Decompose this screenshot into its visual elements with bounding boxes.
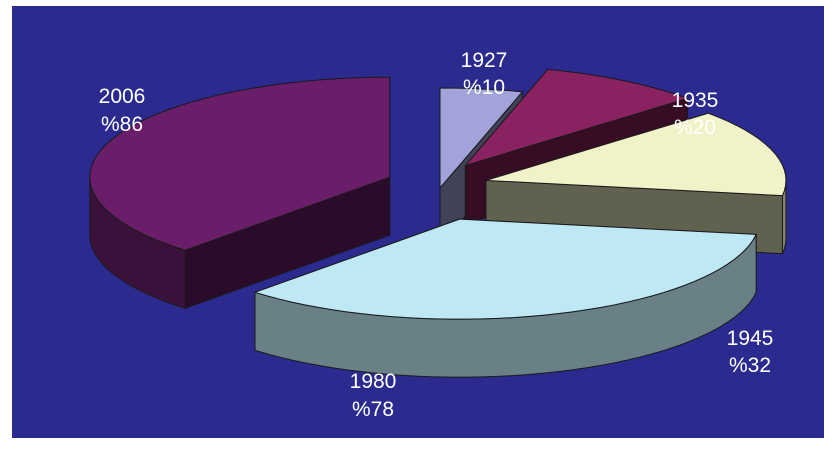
slice-value-1927: %10 [463,76,505,99]
label-1927: 1927 %10 [461,49,508,99]
slice-2006-top [89,76,391,251]
pie-slices [89,68,787,378]
slice-2006 [89,76,391,309]
label-1945: 1945 %32 [727,327,774,377]
slice-1935-top [463,68,690,167]
slice-year-2006: 2006 [99,85,146,108]
slice-value-1935: %20 [674,116,716,139]
slice-1980 [253,218,757,378]
slice-year-1927: 1927 [461,49,508,72]
slice-value-1945: %32 [729,354,771,377]
slice-value-2006: %86 [101,113,143,136]
slice-year-1945: 1945 [727,327,774,350]
slice-value-1980: %78 [352,398,394,421]
slice-year-1980: 1980 [350,370,397,393]
slice-year-1935: 1935 [672,89,719,112]
slice-1927-top [439,87,524,190]
slice-1980-top [253,218,757,320]
label-1935: 1935 %20 [672,89,719,139]
slice-1945-top [485,112,787,197]
label-1980: 1980 %78 [350,370,397,421]
label-2006: 2006 %86 [99,85,146,136]
